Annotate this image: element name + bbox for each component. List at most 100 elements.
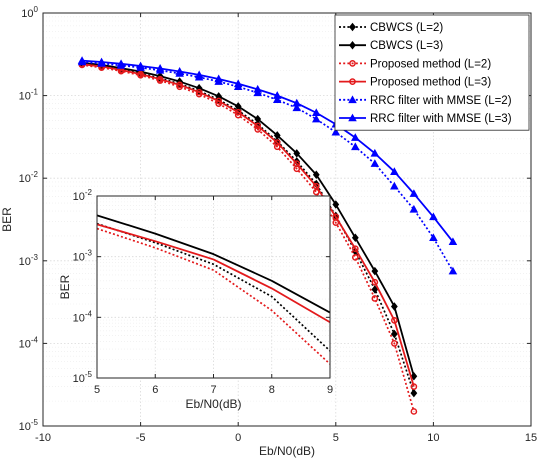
main-series-rrc-filter-with-mmse-l-2-point: [312, 114, 321, 123]
legend-box: [334, 14, 530, 131]
main-series-rrc-filter-with-mmse-l-2-point: [272, 95, 282, 104]
main-series-cbwcs-l-2-point: [390, 329, 398, 339]
main-series-rrc-filter-with-mmse-l-2-line: [81, 61, 454, 272]
legend-swatch-marker: [349, 78, 356, 85]
legend-entry: CBWCS (L=2): [339, 22, 443, 34]
inset-series-proposed-method-l-2-line: [96, 227, 331, 365]
main-series-rrc-filter-with-mmse-l-3-point: [253, 84, 262, 93]
inset-x-tick-label: 5: [94, 384, 100, 396]
inset-y-tick-base: 10: [73, 191, 85, 203]
main-y-tick-label: 10-2: [19, 170, 39, 185]
main-series-rrc-filter-with-mmse-l-2-point: [448, 266, 458, 275]
main-y-tick-label: 10-4: [19, 335, 39, 350]
inset-y-tick-label: 10-3: [73, 249, 93, 264]
inset-series-cbwcs-l-2-line: [96, 222, 331, 352]
main-series-rrc-filter-with-mmse-l-2-point: [409, 204, 419, 213]
main-series-rrc-filter-with-mmse-l-3-point: [97, 57, 106, 66]
inset-y-tick-base: 10: [73, 373, 85, 385]
main-series-proposed-method-l-3-point: [293, 160, 301, 167]
main-y-tick-label: 10-1: [19, 88, 39, 103]
inset-y-axis-label: BER: [58, 274, 72, 299]
main-series-rrc-filter-with-mmse-l-2-point: [351, 142, 360, 151]
main-series-cbwcs-l-3-point: [332, 200, 340, 209]
main-x-tick-label: 5: [333, 432, 339, 444]
legend-swatch-marker: [349, 22, 356, 32]
main-y-tick-base: 10: [19, 421, 31, 433]
main-series-proposed-method-l-2-point: [351, 254, 359, 261]
legend-label: RRC filter with MMSE (L=2): [370, 95, 512, 107]
inset-y-tick-exponent: -3: [85, 249, 93, 258]
main-series-cbwcs-l-3-point: [410, 372, 418, 381]
main-series-proposed-method-l-2-point: [371, 295, 379, 302]
main-series-proposed-method-l-3-point: [273, 139, 281, 146]
main-series-rrc-filter-with-mmse-l-3-point: [194, 70, 204, 79]
main-x-tick-label: 0: [235, 432, 241, 444]
main-series-cbwcs-l-3-line: [81, 61, 415, 377]
inset-series-cbwcs-l-3: [96, 214, 331, 314]
main-series-cbwcs-l-3-point: [293, 149, 301, 158]
main-y-tick-base: 10: [19, 91, 31, 103]
main-series-rrc-filter-with-mmse-l-2-point: [390, 181, 399, 190]
main-series-rrc-filter-with-mmse-l-3-point: [233, 79, 243, 88]
legend-entry: CBWCS (L=3): [339, 40, 443, 52]
main-series-proposed-method-l-3-point: [312, 182, 320, 190]
main-x-axis-label: Eb/N0(dB): [259, 444, 315, 458]
main-series-proposed-method-l-2-point: [410, 408, 418, 415]
main-series-proposed-method-l-3-point: [195, 88, 203, 96]
inset-series-proposed-method-l-3: [96, 223, 331, 324]
main-axis-frame: [42, 12, 532, 427]
main-x-tick-label: 10: [427, 432, 439, 444]
main-series-rrc-filter-with-mmse-l-3-point: [175, 67, 184, 75]
main-series-proposed-method-l-3-point: [254, 122, 262, 130]
inset-x-axis-label: Eb/N0(dB): [185, 397, 241, 411]
main-series-cbwcs-l-3-point: [351, 233, 359, 243]
inset-y-tick-base: 10: [73, 252, 85, 264]
inset-x-tick-label: 7: [210, 384, 216, 396]
main-series-rrc-filter-with-mmse-l-2-point: [429, 233, 438, 242]
main-series-cbwcs-l-3-point: [390, 302, 398, 311]
inset-series-group: [96, 214, 331, 365]
main-series-rrc-filter-with-mmse-l-3-point: [429, 212, 438, 221]
main-series-rrc-filter-with-mmse-l-3-point: [292, 98, 302, 107]
inset-y-tick-base: 10: [73, 312, 85, 324]
main-y-tick-label: 10-5: [19, 418, 39, 433]
main-series-rrc-filter-with-mmse-l-3-point: [272, 91, 282, 99]
inset-y-tick-exponent: -5: [85, 370, 93, 379]
inset-x-tick-label: 8: [269, 384, 275, 396]
main-series-proposed-method-l-3: [78, 60, 418, 390]
main-x-tick-label: -10: [35, 432, 51, 444]
inset-ticks: 5 6 7 8 910-210-310-410-5: [73, 188, 333, 396]
main-series-rrc-filter-with-mmse-l-3-point: [390, 167, 399, 175]
inset-y-tick-exponent: -4: [85, 309, 93, 318]
main-x-tick-label: 15: [525, 432, 537, 444]
inset-series-cbwcs-l-3-line: [96, 214, 331, 314]
main-series-cbwcs-l-3-point: [312, 170, 320, 180]
main-series-rrc-filter-with-mmse-l-3-point: [116, 59, 126, 68]
main-y-tick-exponent: 0: [34, 5, 39, 14]
main-series-rrc-filter-with-mmse-l-3-line: [81, 59, 454, 243]
main-series-rrc-filter-with-mmse-l-2-point: [370, 159, 380, 167]
inset-x-tick-label: 6: [152, 384, 158, 396]
legend-entry: RRC filter with MMSE (L=2): [339, 95, 512, 107]
legend-label: Proposed method (L=2): [370, 58, 491, 70]
main-series-proposed-method-l-2-point: [391, 340, 398, 347]
main-x-tick-label: -5: [136, 432, 146, 444]
main-series-proposed-method-l-3-point: [137, 70, 144, 78]
main-y-tick-base: 10: [21, 8, 33, 20]
inset-y-tick-label: 10-5: [73, 370, 93, 385]
main-series-rrc-filter-with-mmse-l-2-point: [292, 103, 302, 112]
inset-series-proposed-method-l-2: [96, 227, 331, 365]
main-series-rrc-filter-with-mmse-l-3-point: [214, 74, 223, 83]
main-series-cbwcs-l-2-point: [371, 285, 379, 294]
main-y-tick-base: 10: [19, 338, 31, 350]
main-series-rrc-filter-with-mmse-l-3-point: [351, 133, 360, 141]
main-series-proposed-method-l-3-point: [391, 317, 398, 324]
main-series-rrc-filter-with-mmse-l-3-point: [448, 237, 458, 246]
main-y-tick-base: 10: [19, 256, 31, 268]
legend-label: CBWCS (L=3): [370, 40, 443, 52]
main-series-proposed-method-l-3-point: [371, 278, 379, 286]
main-series-proposed-method-l-3-point: [332, 213, 340, 221]
main-series-rrc-filter-with-mmse-l-3-point: [370, 148, 380, 157]
